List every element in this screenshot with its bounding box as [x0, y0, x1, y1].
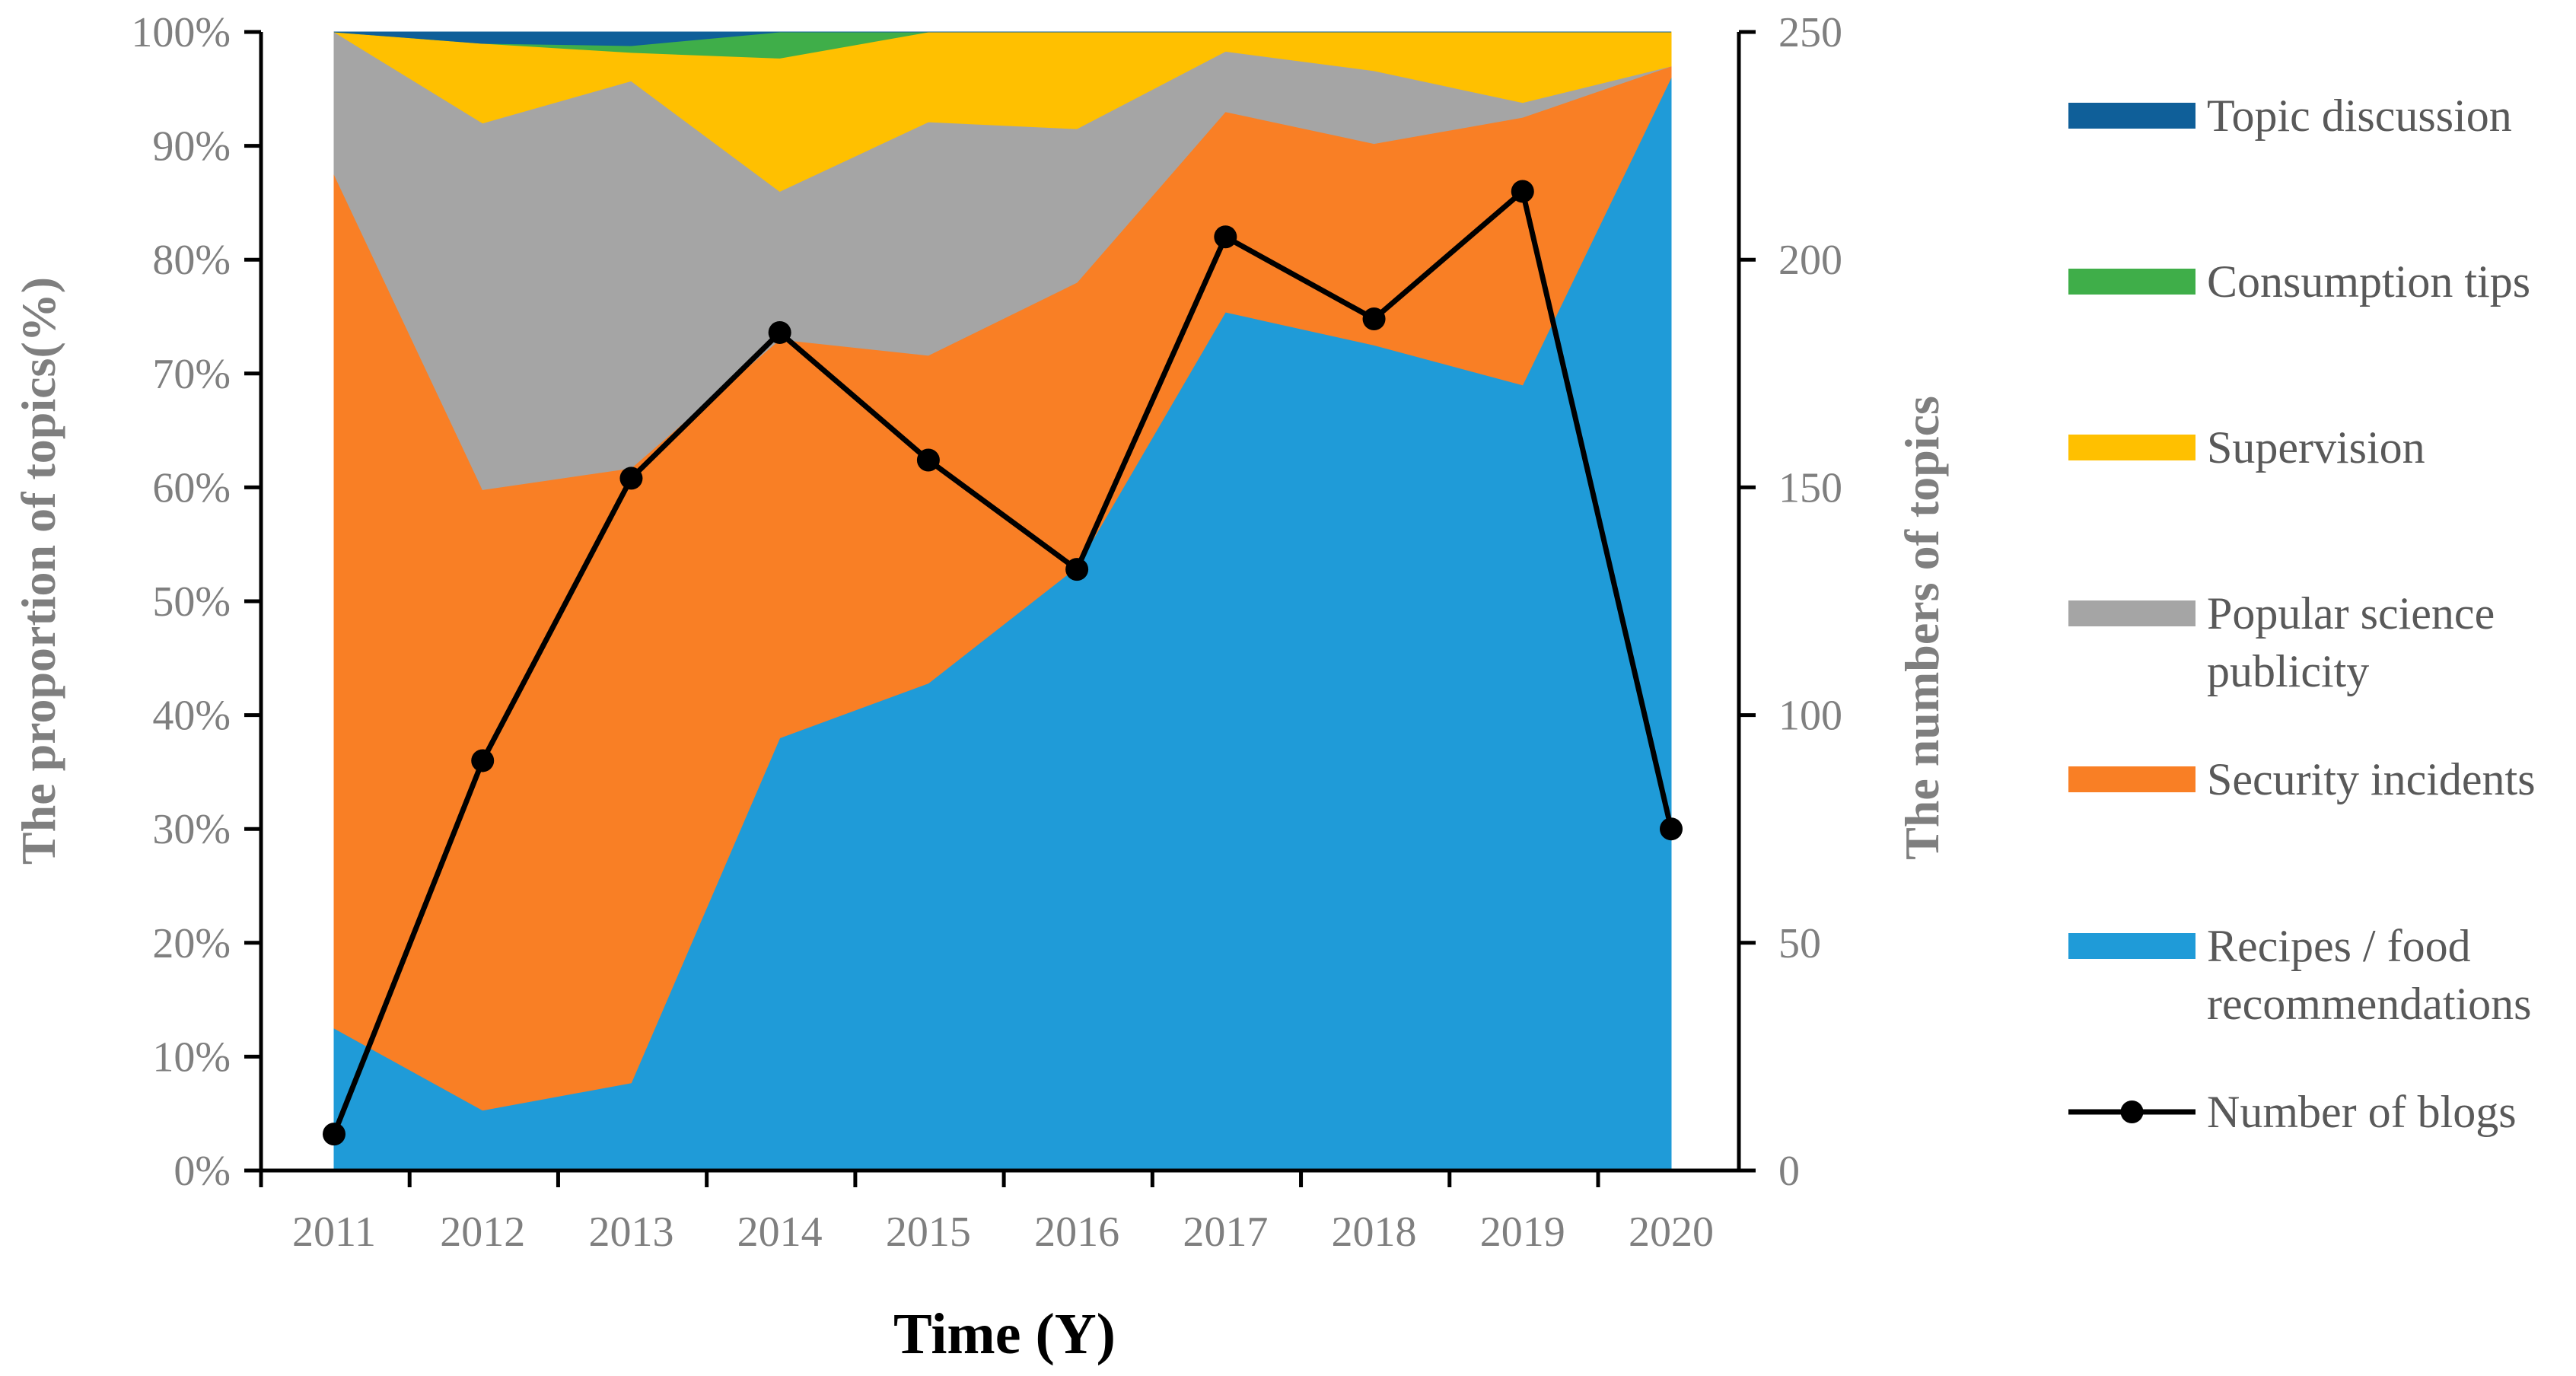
y-left-tick-label: 0%	[174, 1148, 231, 1195]
x-tick-labels: 2011 2012 2013 2014 2015 2016 2017 2018 2019 2020	[292, 1209, 1714, 1256]
y-left-tick-label: 10%	[152, 1034, 231, 1081]
y-right-tick-labels: 0 50 100 150 200 250	[1778, 9, 1842, 1195]
y-right-tick-label: 100	[1778, 693, 1842, 740]
x-tick-label: 2018	[1332, 1209, 1417, 1256]
line-point-number-of-blogs	[1065, 558, 1089, 581]
legend-swatch-consumption-tips	[2068, 269, 2195, 295]
x-tick-label: 2013	[588, 1209, 673, 1256]
legend-label-recipes-food-recommendations: Recipes / food recommendations	[2207, 921, 2532, 1029]
legend-label-supervision: Supervision	[2207, 422, 2425, 473]
y-left-axis-title: The proportion of topics(%)	[11, 277, 65, 865]
axes	[244, 30, 1756, 1187]
y-left-tick-label: 70%	[152, 351, 231, 398]
line-point-number-of-blogs	[471, 749, 495, 772]
blog-count-line	[323, 180, 1683, 1146]
area-topic-discussion	[333, 31, 1671, 46]
x-tick-label: 2017	[1183, 1209, 1268, 1256]
line-point-number-of-blogs	[1511, 180, 1534, 203]
line-point-number-of-blogs	[768, 320, 791, 344]
legend-swatch-topic-discussion	[2068, 103, 2195, 129]
y-right-axis-title: The numbers of topics	[1895, 396, 1949, 860]
legend-label-popular-science-publicity: Popular science publicity	[2207, 588, 2495, 696]
line-point-number-of-blogs	[1214, 225, 1237, 249]
y-left-tick-label: 60%	[152, 464, 231, 511]
y-left-tick-label: 50%	[152, 578, 231, 626]
legend-label-security-incidents: Security incidents	[2207, 754, 2536, 804]
line-point-number-of-blogs	[1362, 307, 1386, 330]
legend: Topic discussion Consumption tips Supervis…	[2068, 91, 2536, 1137]
y-left-tick-label: 90%	[152, 123, 231, 170]
y-right-tick-label: 250	[1778, 9, 1842, 56]
y-left-tick-label: 100%	[131, 9, 231, 56]
legend-label-number-of-blogs: Number of blogs	[2207, 1087, 2517, 1137]
x-tick-label: 2015	[886, 1209, 971, 1256]
y-right-tick-label: 50	[1778, 920, 1821, 967]
x-tick-label: 2020	[1629, 1209, 1714, 1256]
y-left-tick-label: 20%	[152, 920, 231, 967]
y-right-tick-label: 0	[1778, 1148, 1800, 1195]
y-right-tick-label: 150	[1778, 464, 1842, 511]
x-tick-label: 2019	[1480, 1209, 1565, 1256]
x-tick-label: 2016	[1034, 1209, 1119, 1256]
line-point-number-of-blogs	[916, 448, 940, 472]
line-point-number-of-blogs	[1660, 817, 1683, 841]
legend-label-consumption-tips: Consumption tips	[2207, 256, 2530, 307]
line-point-number-of-blogs	[323, 1123, 345, 1146]
line-number-of-blogs	[331, 186, 1674, 1136]
y-right-tick-label: 200	[1778, 237, 1842, 284]
x-tick-label: 2012	[440, 1209, 525, 1256]
legend-swatch-security-incidents	[2068, 766, 2195, 792]
y-left-tick-label: 30%	[152, 806, 231, 853]
y-left-tick-label: 40%	[152, 693, 231, 740]
legend-swatch-popular-science-publicity	[2068, 600, 2195, 626]
legend-swatch-supervision	[2068, 435, 2195, 460]
stacked-areas	[333, 31, 1672, 1171]
x-tick-label: 2011	[292, 1209, 376, 1256]
x-axis-title: Time (Y)	[893, 1302, 1116, 1366]
y-left-tick-label: 80%	[152, 237, 231, 284]
line-point-number-of-blogs	[619, 467, 643, 490]
legend-label-topic-discussion: Topic discussion	[2207, 91, 2512, 141]
y-left-tick-labels: 0% 10% 20% 30% 40% 50% 60% 70% 80% 90% 100%	[131, 9, 231, 1195]
x-tick-label: 2014	[737, 1209, 823, 1256]
legend-marker-number-of-blogs	[2120, 1100, 2144, 1123]
legend-swatch-recipes-food-recommendations	[2068, 933, 2195, 959]
